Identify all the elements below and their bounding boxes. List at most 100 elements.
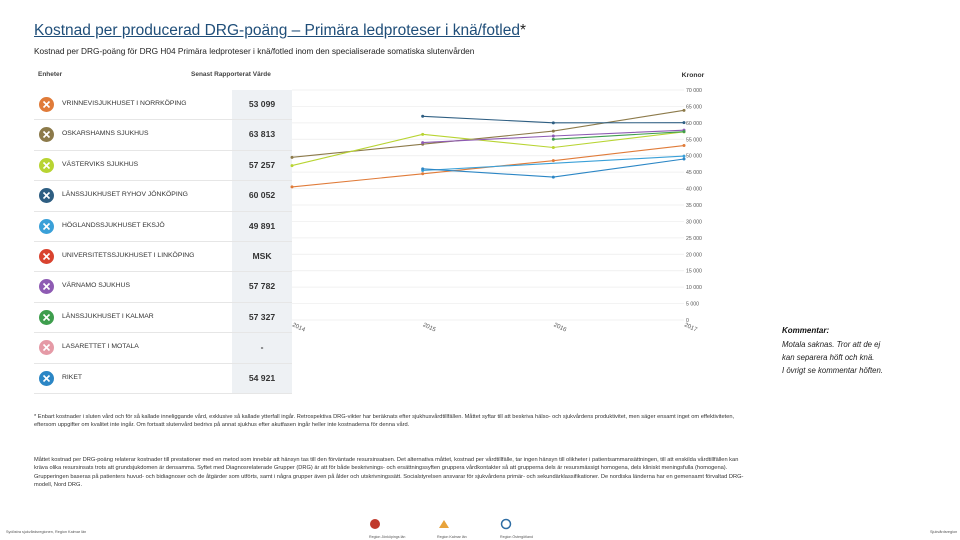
unit-value: 60 052 — [232, 181, 292, 211]
data-point — [682, 154, 686, 158]
comment-line-2: kan separera höft och knä. — [782, 353, 875, 362]
series-line — [291, 109, 685, 158]
units-table: VRINNEVISJUKHUSET I NORRKÖPING 53 099 OSKA… — [34, 90, 292, 394]
series-line — [422, 155, 685, 172]
page-title: Kostnad per producerad DRG-poäng – Primä… — [34, 22, 526, 39]
unit-value: 57 782 — [232, 272, 292, 302]
unit-value: 53 099 — [232, 90, 292, 120]
data-point — [290, 164, 294, 168]
data-point — [421, 132, 425, 136]
logo-kalmar-text: Region Kalmar län — [437, 535, 467, 539]
unit-name: LÄNSSJUKHUSET RYHOV JÖNKÖPING — [62, 191, 188, 199]
data-point — [421, 167, 425, 171]
y-tick-label: 30 000 — [686, 219, 702, 225]
unit-value: 49 891 — [232, 211, 292, 241]
chart-grid — [292, 89, 684, 321]
data-point — [682, 157, 686, 161]
x-tick-label: 2014 — [291, 322, 306, 333]
unit-name: HÖGLANDSSJUKHUSET EKSJÖ — [62, 221, 165, 229]
comment-line-3: I övrigt se kommentar höften. — [782, 366, 883, 375]
series-line — [553, 131, 685, 140]
logo-jonkoping-icon — [370, 519, 380, 529]
table-row: OSKARSHAMNS SJUKHUS 63 813 — [34, 120, 292, 151]
data-point — [551, 121, 555, 125]
unit-name: VÄSTERVIKS SJUKHUS — [62, 160, 139, 168]
y-tick-label: 25 000 — [686, 236, 702, 242]
series-marker-icon — [39, 370, 54, 386]
table-row: LÄNSSJUKHUSET I KALMAR 57 327 — [34, 302, 292, 334]
x-tick-label: 2015 — [422, 322, 437, 333]
chart-series — [290, 108, 686, 189]
data-point — [421, 172, 425, 176]
data-point — [551, 146, 555, 149]
logo-kalmar-icon — [439, 520, 449, 528]
series-marker-icon — [39, 97, 54, 112]
footer-left: Sydöstra sjukvårdsregionen, Region Kalma… — [6, 530, 87, 534]
x-axis-ticks: 2014 2015 2016 2017 — [291, 322, 698, 333]
data-point — [682, 144, 686, 148]
y-tick-label: 15 000 — [686, 269, 702, 275]
unit-name: OSKARSHAMNS SJUKHUS — [62, 130, 149, 138]
series-marker-icon — [39, 309, 54, 325]
logo-jonkoping: Region Jönköpings län — [369, 517, 405, 539]
logo-kalmar: Region Kalmar län — [437, 517, 467, 539]
comment-line-1: Motala saknas. Tror att de ej — [782, 340, 881, 349]
table-row: RIKET 54 921 — [34, 363, 292, 394]
unit-name: UNIVERSITETSSJUKHUSET I LINKÖPING — [62, 251, 195, 259]
unit-value: 57 327 — [232, 302, 292, 333]
y-tick-label: 65 000 — [686, 104, 702, 110]
logo-ostergotland-text: Region Östergötland — [500, 535, 533, 539]
unit-value: 54 921 — [232, 363, 292, 393]
table-row: VÄRNAMO SJUKHUS 57 782 — [34, 272, 292, 303]
series-marker-icon — [39, 127, 54, 143]
data-point — [682, 121, 686, 125]
table-row: UNIVERSITETSSJUKHUSET I LINKÖPING MSK — [34, 241, 292, 273]
unit-name: VRINNEVISJUKHUSET I NORRKÖPING — [62, 100, 187, 107]
table-row: LASARETTET I MOTALA - — [34, 333, 292, 364]
data-point — [290, 185, 294, 189]
data-point — [551, 159, 555, 163]
series-marker-icon — [39, 218, 54, 234]
unit-value: MSK — [232, 241, 292, 272]
y-axis-ticks: 0 5 000 10 000 15 000 20 000 25 000 30 000 35 0… — [686, 88, 702, 324]
footnote-2: Måttet kostnad per DRG-poäng relaterar k… — [34, 457, 744, 488]
column-header-units: Enheter — [38, 71, 63, 78]
series-marker-icon — [39, 248, 54, 264]
data-point — [551, 129, 555, 133]
series-marker-icon — [39, 340, 54, 356]
series-marker-icon — [39, 157, 54, 173]
y-axis-label: Kronor — [682, 72, 705, 79]
y-tick-label: 50 000 — [686, 154, 702, 160]
footnote-1: * Enbart kostnader i sluten vård och för… — [34, 414, 735, 429]
unit-name: LÄNSSJUKHUSET I KALMAR — [62, 312, 154, 320]
table-row: VRINNEVISJUKHUSET I NORRKÖPING 53 099 — [34, 90, 292, 121]
y-tick-label: 40 000 — [686, 187, 702, 193]
y-tick-label: 10 000 — [686, 285, 702, 291]
page-subtitle: Kostnad per DRG-poäng för DRG H04 Primär… — [34, 46, 475, 56]
data-point — [551, 175, 555, 179]
logo-ostergotland: Region Östergötland — [500, 517, 533, 539]
table-row: HÖGLANDSSJUKHUSET EKSJÖ 49 891 — [34, 211, 292, 242]
x-tick-label: 2017 — [683, 322, 698, 333]
unit-value: 63 813 — [232, 120, 292, 150]
data-point — [421, 114, 425, 118]
unit-value: 57 257 — [232, 150, 292, 181]
y-tick-label: 55 000 — [686, 137, 702, 143]
column-header-value: Senast Rapporterat Värde — [191, 71, 271, 78]
series-marker-icon — [39, 279, 54, 295]
title-star: * — [519, 22, 526, 39]
data-point — [421, 141, 425, 145]
table-row: VÄSTERVIKS SJUKHUS 57 257 — [34, 150, 292, 182]
y-tick-label: 20 000 — [686, 252, 702, 258]
comment-title: Kommentar: — [782, 326, 830, 335]
y-tick-label: 70 000 — [686, 88, 702, 94]
series-marker-icon — [39, 188, 54, 204]
data-point — [551, 137, 555, 141]
data-point — [682, 130, 686, 134]
x-tick-label: 2016 — [552, 322, 567, 333]
y-tick-label: 45 000 — [686, 170, 702, 176]
y-tick-label: 60 000 — [686, 121, 702, 127]
logo-ostergotland-icon — [500, 518, 512, 530]
data-point — [682, 108, 686, 112]
